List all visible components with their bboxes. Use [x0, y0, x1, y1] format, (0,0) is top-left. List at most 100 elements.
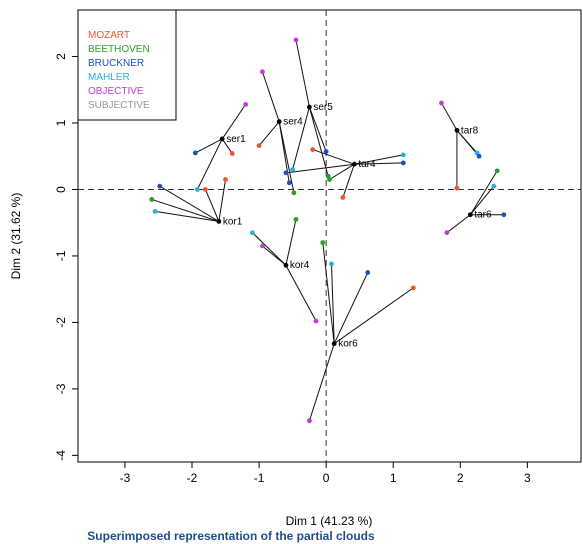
segment-ser5	[292, 106, 310, 170]
partial-point-beethoven	[293, 216, 299, 222]
x-tick-label: -3	[120, 471, 131, 485]
segment-tar6	[446, 214, 471, 234]
segment-tar4	[285, 163, 355, 174]
point-tar4	[351, 161, 357, 167]
partial-point-objective	[260, 243, 265, 249]
partial-point-mahler	[491, 183, 497, 189]
x-axis-title: Dim 1 (41.23 %)	[286, 514, 373, 528]
y-tick-label: 0	[54, 186, 68, 193]
partial-segments	[151, 39, 504, 421]
point-label-ser1: ser1	[226, 134, 246, 145]
chart-caption: Superimposed representation of the parti…	[87, 529, 375, 543]
point-ser5	[306, 104, 312, 110]
segment-ser4	[261, 71, 280, 122]
partial-point-mahler	[249, 230, 255, 236]
partial-point-beethoven	[320, 240, 326, 246]
x-tick-label: 2	[457, 471, 464, 485]
legend-entry-objective: OBJECTIVE	[88, 86, 144, 97]
partial-point-objective	[306, 418, 312, 424]
partial-point-mozart	[203, 187, 208, 192]
segment-kor6	[333, 287, 414, 345]
partial-point-objective	[444, 230, 450, 236]
segment-kor4	[285, 219, 297, 266]
partial-point-objective	[439, 100, 444, 106]
point-kor4	[283, 262, 289, 268]
partial-point-beethoven	[291, 190, 297, 196]
segment-ser5	[308, 106, 329, 177]
segment-ser1	[221, 138, 233, 154]
partial-points	[149, 37, 507, 424]
point-label-ser5: ser5	[313, 102, 333, 113]
legend: MOZART BEETHOVEN BRUCKNER MAHLER OBJECTIVE SU…	[77, 9, 177, 121]
segment-tar6	[469, 185, 495, 216]
partial-point-beethoven	[327, 177, 332, 182]
mean-points: ser1 ser4 ser5 tar4 tar8 tar6 kor1 kor4 kor6	[216, 102, 492, 350]
partial-point-mahler	[400, 152, 406, 158]
partial-point-bruckner	[286, 180, 292, 186]
point-label-kor6: kor6	[338, 339, 358, 350]
y-axis-ticks: -4 -3 -2 -1 0 1 2	[54, 53, 78, 461]
point-tar8	[454, 127, 460, 133]
segment-ser4	[278, 121, 295, 193]
segment-kor1	[155, 210, 219, 222]
y-tick-label: 1	[54, 119, 68, 126]
segment-kor6	[333, 272, 369, 344]
y-axis-title: Dim 2 (31.62 %)	[9, 193, 23, 280]
partial-point-bruckner	[365, 270, 371, 275]
point-ser1	[219, 136, 225, 142]
segment-kor6	[322, 242, 335, 344]
segment-tar4	[342, 164, 355, 198]
partial-point-mahler	[194, 187, 200, 192]
partial-point-mahler	[152, 209, 158, 214]
segment-ser1	[221, 104, 247, 140]
partial-point-mahler	[329, 261, 334, 267]
segment-ser4	[258, 121, 280, 146]
legend-entry-mozart: MOZART	[88, 30, 130, 41]
x-tick-label: 3	[524, 471, 531, 485]
x-tick-label: 0	[323, 471, 330, 485]
legend-entry-subjective: SUBJECTIVE	[88, 100, 150, 111]
y-tick-label: -2	[54, 317, 68, 328]
point-ser4	[276, 119, 282, 125]
partial-point-mozart	[340, 195, 346, 200]
partial-point-mozart	[229, 151, 235, 156]
segment-tar6	[469, 170, 498, 215]
legend-entry-mahler: MAHLER	[88, 72, 130, 83]
partial-point-mozart	[223, 177, 228, 182]
y-tick-label: -4	[54, 450, 68, 461]
partial-point-bruckner	[501, 212, 507, 218]
legend-box	[77, 9, 177, 121]
segment-kor6	[331, 263, 335, 344]
point-kor1	[216, 218, 222, 224]
partial-point-bruckner	[323, 149, 329, 154]
segment-ser1	[196, 138, 223, 190]
segment-tar4	[329, 163, 355, 180]
point-label-kor1: kor1	[223, 216, 243, 227]
legend-entry-beethoven: BEETHOVEN	[88, 44, 150, 55]
segment-ser5	[308, 106, 327, 152]
segment-tar8	[441, 102, 458, 131]
y-tick-label: -3	[54, 383, 68, 394]
partial-point-bruckner	[283, 170, 289, 176]
partial-point-mozart	[410, 285, 416, 291]
partial-point-mahler	[290, 167, 296, 172]
partial-point-bruckner	[400, 160, 406, 166]
partial-point-mozart	[454, 185, 460, 191]
point-kor6	[331, 341, 337, 347]
segment-kor1	[151, 198, 219, 222]
partial-point-beethoven	[149, 197, 155, 202]
plot-frame	[77, 9, 582, 463]
y-tick-label: 2	[54, 53, 68, 60]
legend-entry-bruckner: BRUCKNER	[88, 58, 144, 69]
x-tick-label: 1	[390, 471, 397, 485]
segment-kor1	[159, 185, 220, 222]
segment-kor1	[218, 179, 227, 222]
partial-point-bruckner	[476, 153, 482, 159]
point-label-tar8: tar8	[461, 125, 479, 136]
partial-point-mozart	[310, 147, 316, 152]
partial-point-mozart	[256, 143, 262, 149]
partial-point-objective	[313, 318, 319, 324]
partial-point-objective	[243, 101, 249, 107]
segment-kor4	[285, 265, 317, 322]
